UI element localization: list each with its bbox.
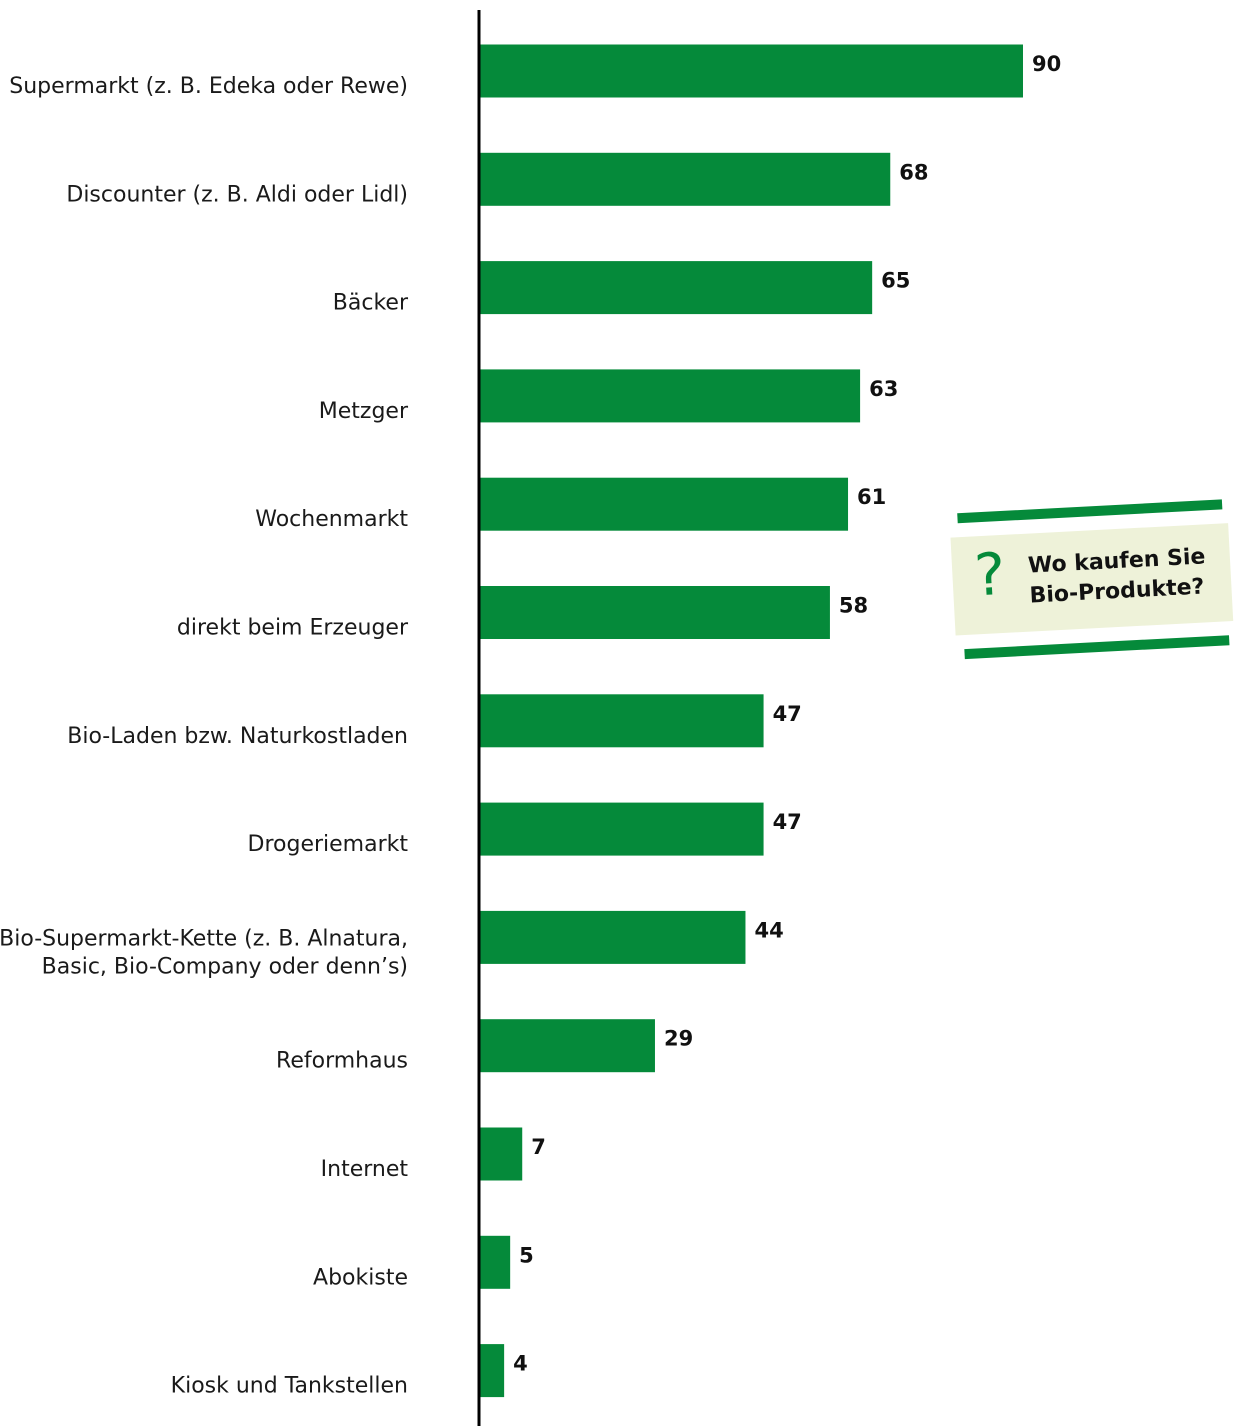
callout-bottom-stripe	[964, 635, 1230, 660]
value-label: 29	[664, 1027, 693, 1051]
bar	[480, 44, 1023, 98]
bar	[480, 152, 891, 206]
category-label: Abokiste	[313, 1265, 408, 1290]
value-label: 5	[519, 1243, 534, 1267]
callout-box: ? Wo kaufen Sie Bio-Produkte?	[950, 523, 1234, 636]
category-label: direkt beim Erzeuger	[177, 616, 409, 641]
bar	[480, 1235, 511, 1289]
value-labels-layer: 90 68 65 63 61 58 47 47 44 29 7 5 4	[513, 52, 1061, 1376]
value-label: 63	[869, 377, 898, 401]
category-label: Kiosk und Tankstellen	[171, 1374, 408, 1399]
value-label: 44	[754, 918, 783, 942]
bar	[480, 1344, 505, 1398]
category-label: Reformhaus	[276, 1049, 408, 1074]
bar	[480, 802, 764, 856]
value-label: 58	[839, 594, 868, 618]
category-label: Metzger	[319, 399, 409, 424]
bar	[480, 910, 746, 964]
bar	[480, 477, 849, 531]
value-label: 61	[857, 485, 886, 509]
category-label: Bio-Supermarkt-Kette (z. B. Alnatura,	[0, 926, 408, 951]
callout-top-stripe	[957, 499, 1223, 524]
category-label: Basic, Bio-Company oder denn’s)	[42, 954, 408, 979]
bar	[480, 1019, 655, 1073]
category-label: Bio-Laden bzw. Naturkostladen	[67, 724, 408, 749]
bars-layer	[480, 44, 1023, 1398]
category-label: Drogeriemarkt	[248, 832, 409, 857]
category-label: Bäcker	[333, 291, 409, 316]
value-label: 7	[531, 1135, 546, 1159]
bar	[480, 586, 830, 639]
bar	[480, 694, 764, 748]
value-label: 68	[899, 160, 928, 184]
question-callout: ? Wo kaufen Sie Bio-Produkte?	[948, 485, 1247, 680]
category-labels-layer: Supermarkt (z. B. Edeka oder Rewe) Discou…	[0, 74, 409, 1399]
question-mark-icon: ?	[972, 539, 1008, 610]
bar	[480, 369, 861, 423]
bar	[480, 261, 873, 315]
value-label: 90	[1032, 52, 1061, 76]
category-label: Supermarkt (z. B. Edeka oder Rewe)	[9, 74, 408, 99]
category-label: Internet	[321, 1157, 409, 1182]
value-label: 47	[773, 702, 802, 726]
value-label: 65	[881, 269, 910, 293]
value-label: 4	[513, 1352, 528, 1376]
category-label: Wochenmarkt	[255, 507, 408, 532]
category-label: Discounter (z. B. Aldi oder Lidl)	[66, 182, 408, 207]
callout-text: Wo kaufen Sie Bio-Produkte?	[1027, 542, 1207, 611]
bar	[480, 1127, 523, 1181]
value-label: 47	[773, 810, 802, 834]
